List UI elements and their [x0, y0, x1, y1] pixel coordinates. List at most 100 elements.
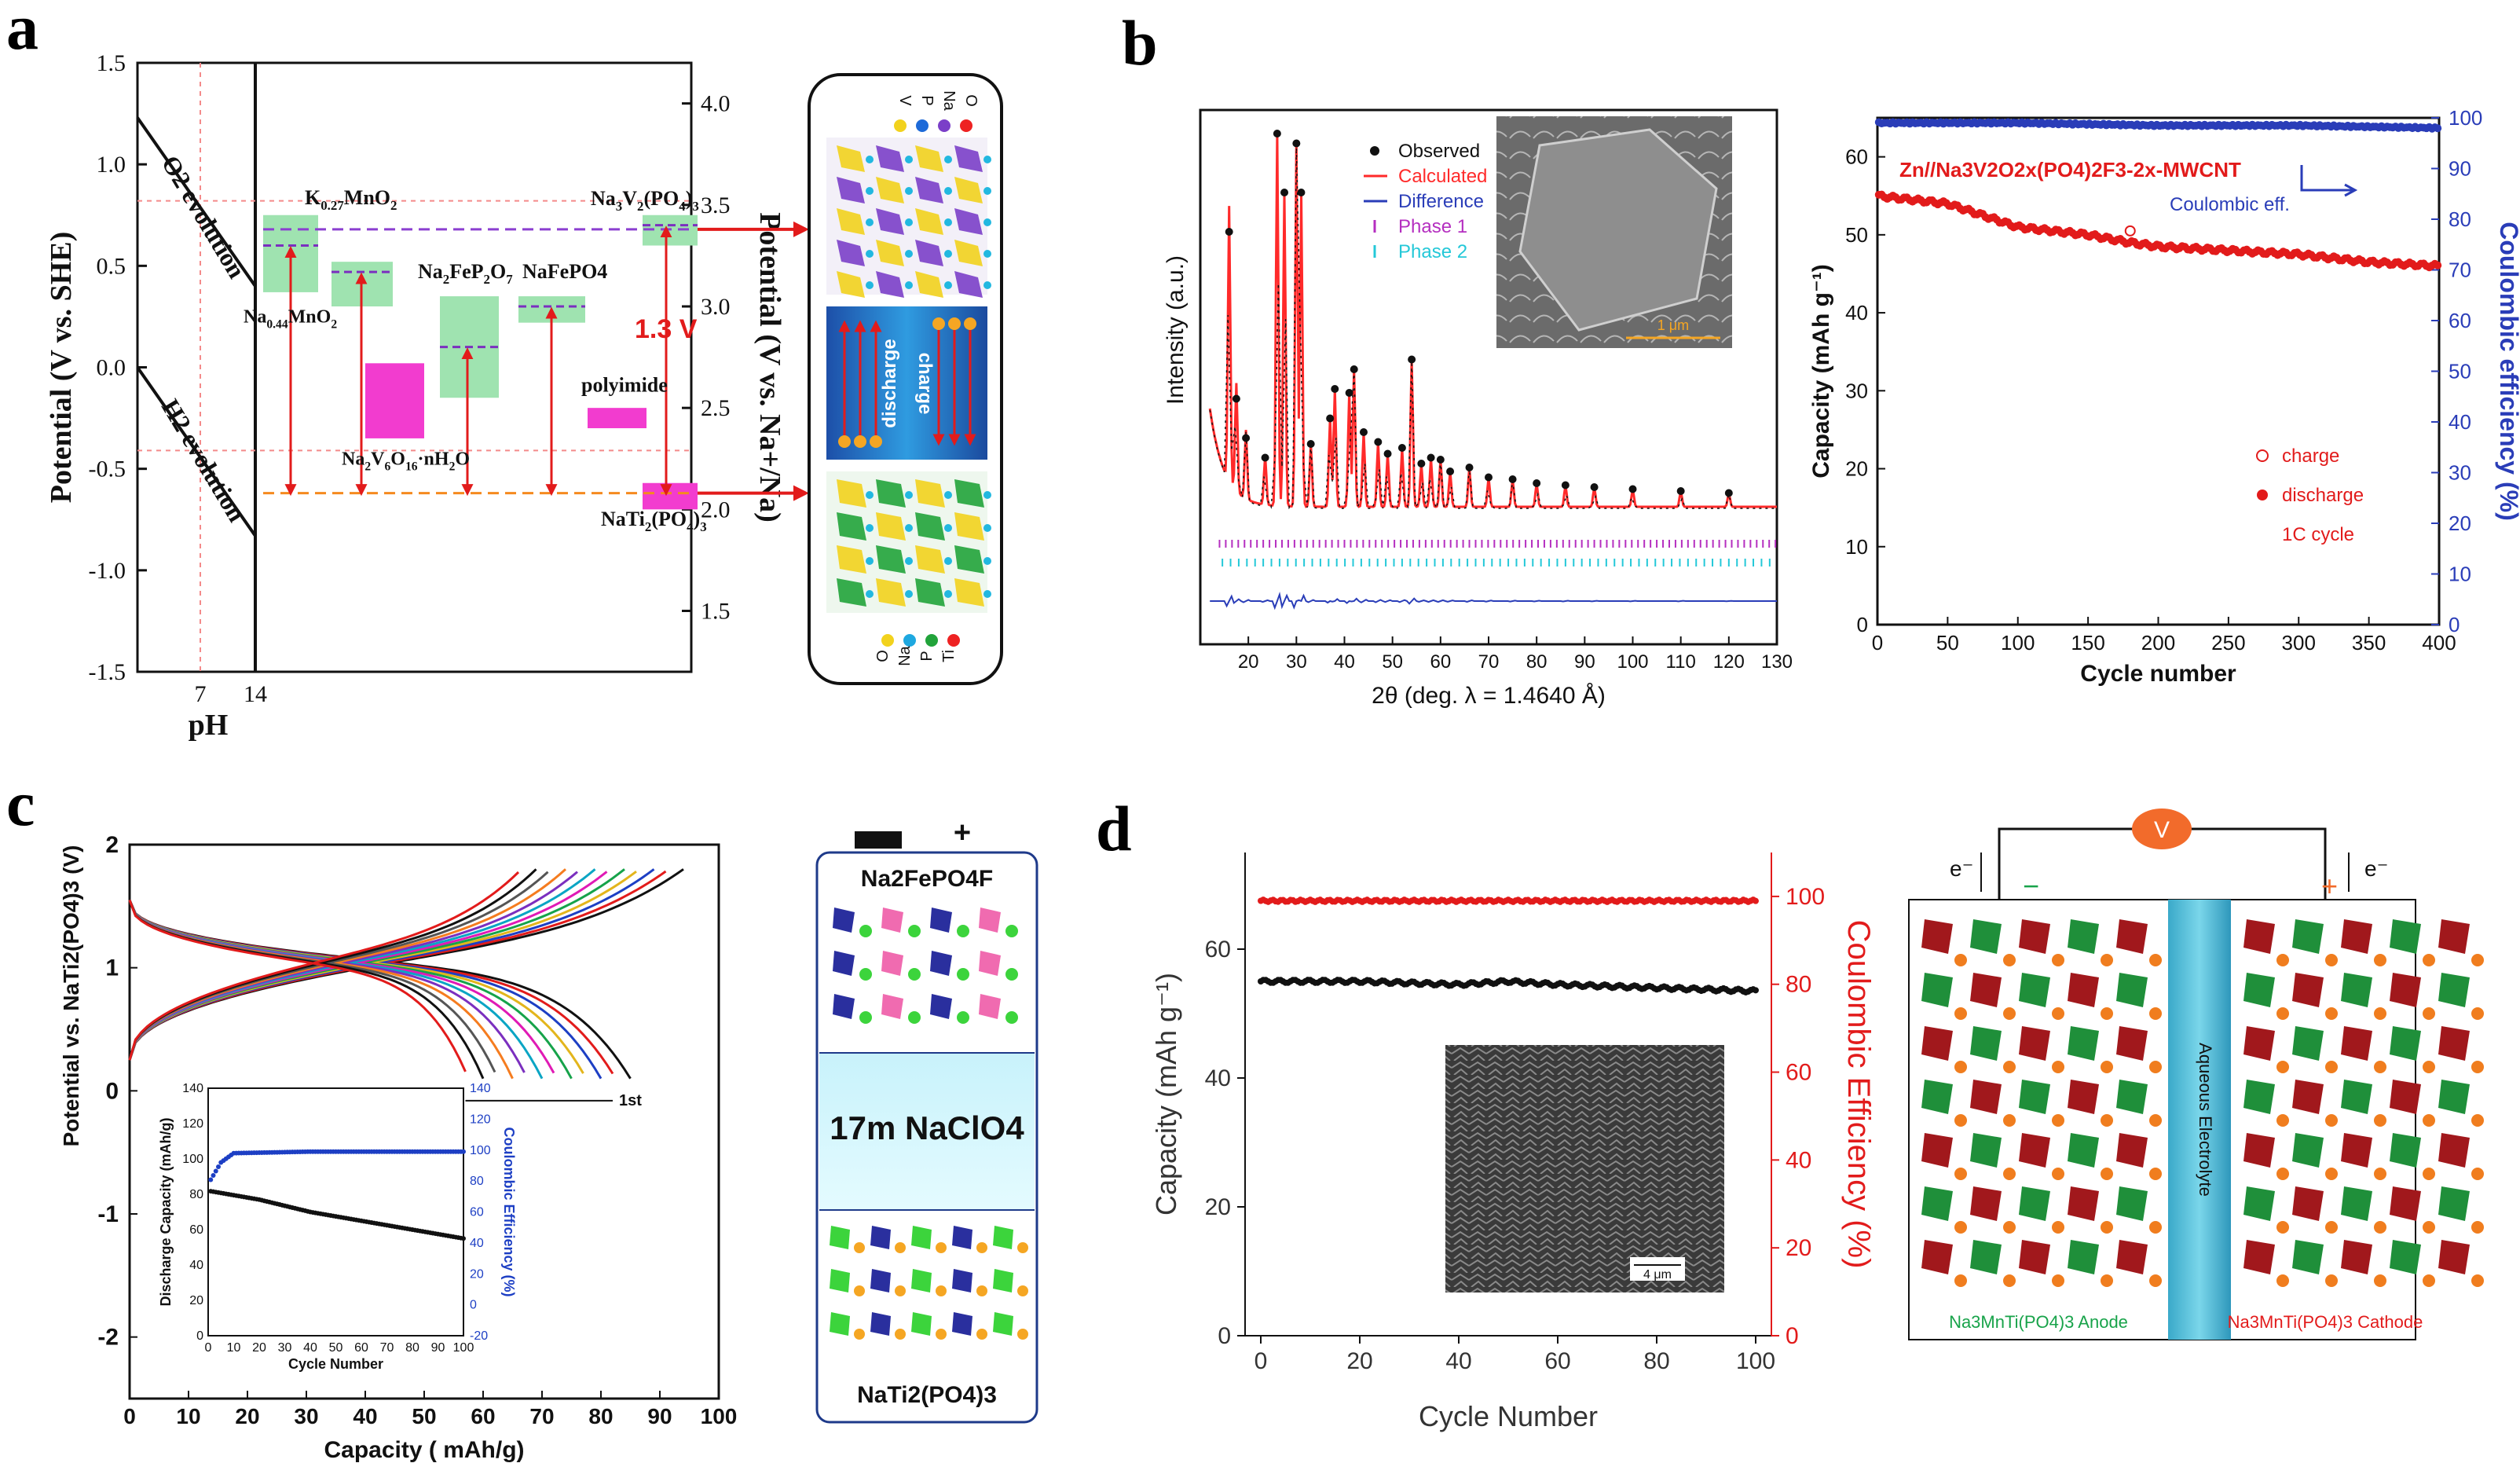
x-tick-label: 30: [1286, 651, 1307, 673]
cell-polyhedron: [2243, 1133, 2275, 1168]
inset-y-tick: 40: [189, 1259, 203, 1272]
y-tick-label: 20: [1845, 457, 1868, 481]
legend-label: Phase 2: [1398, 241, 1467, 262]
y-right-tick-label: 0: [1786, 1323, 1799, 1349]
y-right-tick-label: 2.0: [701, 497, 731, 522]
cell-atom: [2003, 1114, 2016, 1127]
cell-atom: [2276, 1061, 2289, 1073]
cell-polyhedron: [2116, 919, 2148, 954]
cell-polyhedron: [2341, 1240, 2372, 1274]
crystal-polyhedron: [837, 479, 866, 508]
x-tick-label: 80: [588, 1404, 613, 1428]
x-tick-label: 30: [294, 1404, 318, 1428]
cell-atom: [1954, 1061, 1967, 1073]
electrolyte-label: Aqueous Electrolyte: [2196, 1043, 2215, 1197]
y-axis-label: Capacity (mAh g⁻¹): [1150, 973, 1182, 1216]
cell-polyhedron: [2341, 1186, 2372, 1221]
cell-atom: [1954, 1007, 1967, 1020]
crystal-polyhedron: [954, 512, 984, 541]
electrolyte-label: 17m NaClO4: [830, 1109, 1024, 1146]
cell-polyhedron: [2243, 1026, 2275, 1061]
inset-y-right-tick: 120: [470, 1113, 491, 1126]
charge-point: [2124, 225, 2136, 236]
x-tick-label: 60: [1544, 1348, 1570, 1374]
y-tick-label: 60: [1845, 145, 1868, 169]
inset-ce-point: [461, 1149, 466, 1154]
cell-atom: [854, 1285, 865, 1296]
cell-atom: [2101, 954, 2113, 966]
y-right-tick-label: 80: [1786, 972, 1811, 998]
y-tick-label: -0.5: [89, 456, 126, 482]
crystal-polyhedron: [837, 208, 865, 235]
crystal-atom: [983, 524, 991, 532]
legend-atom: [947, 634, 960, 647]
cell-atom: [854, 1242, 865, 1253]
observed-peak-point: [1350, 365, 1358, 373]
crystal-atom: [866, 187, 874, 195]
crystal-polyhedron: [837, 177, 865, 204]
cell-atom: [2471, 1007, 2484, 1020]
inset-ce-point: [216, 1164, 221, 1170]
crystal-atom: [866, 491, 874, 499]
observed-peak-point: [1331, 385, 1339, 393]
legend-charge-marker: [2256, 449, 2269, 462]
cell-atom: [2325, 954, 2338, 966]
legend-rate-label: 1C cycle: [2282, 524, 2354, 545]
x-tick-label: 50: [412, 1404, 436, 1428]
x-tick-label: 110: [1666, 651, 1696, 673]
cell-polyhedron: [870, 1226, 891, 1249]
label-na044mno2-part: 2: [331, 318, 337, 332]
cell-atom: [2423, 1114, 2435, 1127]
sem-crystal: [1518, 128, 1718, 332]
y-right-tick-label: 30: [2449, 461, 2471, 485]
inset-x-tick: 30: [278, 1341, 292, 1355]
label-na3v2po4-part: ): [686, 187, 693, 210]
crystal-atom: [905, 557, 913, 565]
cycle-label-1st: 1st: [619, 1092, 642, 1109]
cell-atom: [2374, 954, 2386, 966]
cell-polyhedron: [1970, 1080, 2002, 1114]
label-na2v6o16-part: Na: [342, 449, 364, 470]
observed-peak-point: [1261, 453, 1269, 462]
observed-peak-point: [1446, 468, 1455, 475]
crystal-polyhedron: [837, 578, 866, 607]
cell-atom: [976, 1285, 987, 1296]
electrolyte-region: [2168, 900, 2231, 1340]
inset-x-tick: 80: [405, 1341, 419, 1355]
label-na2v6o16-part: 2: [364, 460, 371, 474]
cell-polyhedron: [2390, 1080, 2421, 1114]
observed-peak-point: [1427, 453, 1435, 462]
inset-y-right-tick: 60: [470, 1206, 484, 1219]
y-tick-label: 0.0: [97, 355, 126, 381]
crystal-polyhedron: [954, 240, 983, 266]
y-tick-label: 40: [1205, 1065, 1231, 1091]
inset-x-tick: 0: [205, 1341, 212, 1355]
cell-atom: [976, 1329, 987, 1340]
cell-polyhedron: [993, 1312, 1013, 1336]
y-tick-label: 40: [1845, 301, 1868, 324]
crystal-atom: [905, 524, 913, 532]
cell-polyhedron: [2292, 973, 2324, 1007]
crystal-polyhedron: [876, 479, 906, 508]
panel-d: 0 20 40 60 80 100 0 20 40 60 0 20 40 60 80 100 Cycle Num…: [1150, 808, 2484, 1432]
scale-bar-label: 4 μm: [1643, 1268, 1672, 1282]
cell-polyhedron: [2292, 919, 2324, 954]
cell-polyhedron: [2390, 919, 2421, 954]
x-tick-label: 50: [1382, 651, 1403, 673]
y-right-tick-label: 60: [1786, 1060, 1811, 1086]
cell-atom: [2052, 1007, 2064, 1020]
y-tick-label: 1: [105, 955, 119, 981]
cell-polyhedron: [2341, 919, 2372, 954]
y-tick-label: 60: [1205, 937, 1231, 962]
cell-na-atom: [1005, 925, 1018, 937]
cell-atom: [2325, 1274, 2338, 1287]
cell-polyhedron: [2019, 973, 2050, 1007]
cell-polyhedron: [2019, 1240, 2050, 1274]
y-right-axis-label: Coulombic efficiency (%): [2495, 222, 2520, 521]
cell-polyhedron: [2116, 1186, 2148, 1221]
x-tick-label: 60: [1430, 651, 1451, 673]
cell-atom: [936, 1285, 947, 1296]
inset-ce-point: [213, 1168, 218, 1174]
observed-peak-point: [1436, 456, 1445, 464]
